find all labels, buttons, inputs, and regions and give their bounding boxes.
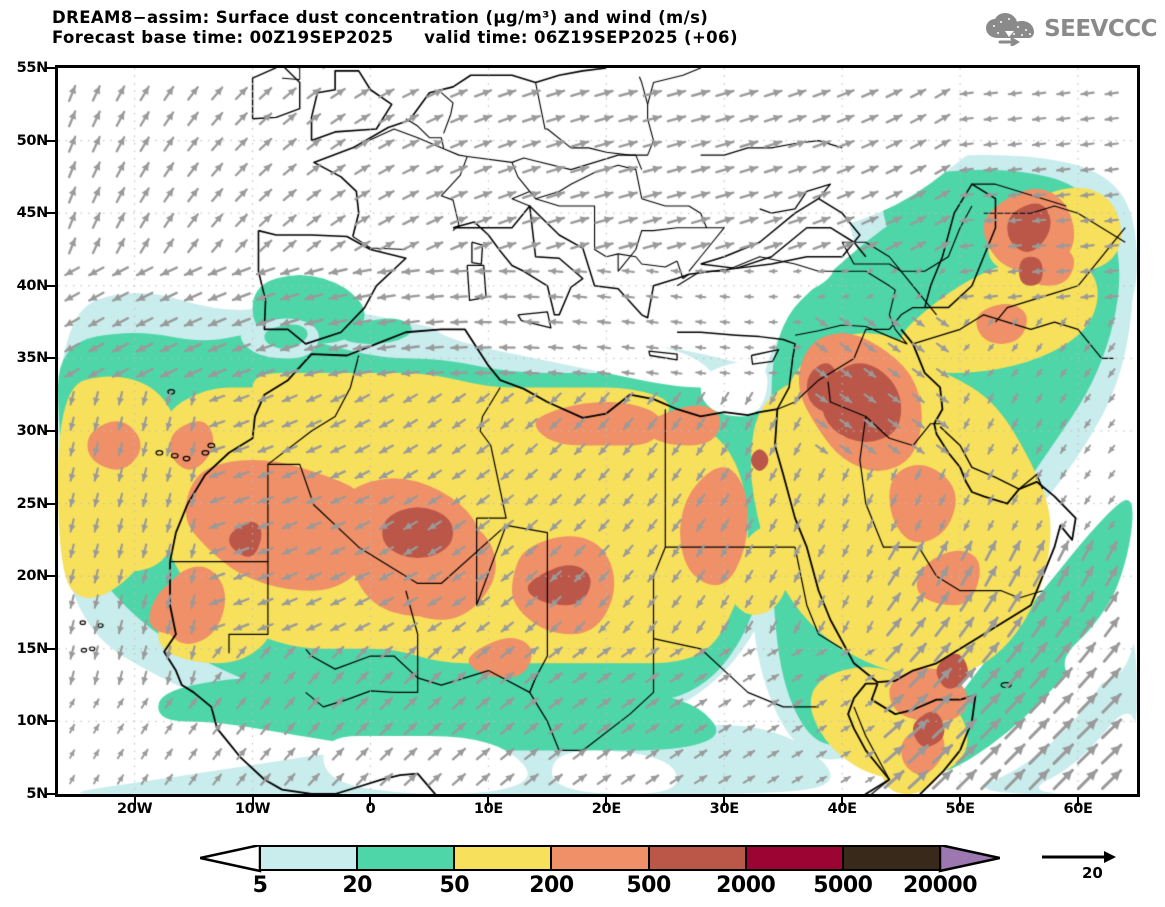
colorbar-segment[interactable] — [551, 845, 649, 871]
lon-tick-label: 30E — [709, 801, 739, 817]
lon-tick-label: 0 — [365, 801, 376, 817]
lat-tick-label: 45N — [16, 205, 49, 222]
lat-tick-label: 20N — [16, 568, 49, 585]
lon-tick-mark — [251, 797, 254, 806]
page-title: DREAM8−assim: Surface dust concentration… — [52, 8, 709, 27]
lat-tick-mark — [46, 575, 55, 578]
colorbar-tick-label: 500 — [626, 873, 671, 898]
lon-tick-mark — [369, 797, 372, 806]
lon-tick-label: 20W — [117, 801, 153, 817]
lat-tick-mark — [46, 212, 55, 215]
lat-tick-mark — [46, 502, 55, 505]
lon-tick-label: 40E — [827, 801, 857, 817]
seevccc-logo: SEEVCCC — [984, 12, 1157, 46]
colorbar-tick-label: 20 — [342, 873, 372, 898]
colorbar-segment[interactable] — [260, 845, 358, 871]
dust-concentration-field — [58, 68, 1137, 794]
lat-tick-mark — [46, 284, 55, 287]
wind-vector-legend: 20 — [1040, 848, 1150, 892]
lat-tick-mark — [46, 793, 55, 795]
forecast-time-subtitle: Forecast base time: 00Z19SEP2025 valid t… — [52, 28, 738, 47]
lon-tick-mark — [605, 797, 608, 806]
lon-tick-mark — [723, 797, 726, 806]
map-title-block: DREAM8−assim: Surface dust concentration… — [52, 8, 1002, 48]
lon-tick-label: 60E — [1063, 801, 1093, 817]
lat-tick-mark — [46, 430, 55, 432]
lon-tick-label: 10W — [234, 801, 271, 817]
colorbar-tick-label: 20000 — [902, 873, 978, 898]
colorbar-tick-label: 5 — [252, 873, 268, 898]
colorbar[interactable]: 5 20 50 200 500 2000 5000 20000 — [200, 845, 1000, 898]
lat-tick-label: 30N — [16, 423, 49, 439]
lat-tick-mark — [46, 647, 55, 650]
map-plot-area[interactable] — [55, 65, 1140, 797]
colorbar-segment[interactable] — [648, 845, 746, 871]
lat-tick-mark — [46, 357, 55, 360]
lon-tick-label: 10E — [473, 801, 503, 817]
colorbar-tick-label: 50 — [439, 873, 470, 898]
lat-tick-label: 55N — [16, 60, 49, 76]
lat-tick-label: 10N — [16, 713, 49, 730]
lat-tick-mark — [46, 139, 55, 142]
lat-tick-label: 25N — [16, 495, 49, 512]
lat-tick-label: 40N — [16, 277, 49, 294]
lat-tick-mark — [46, 720, 55, 723]
lat-tick-label: 5N — [26, 786, 48, 802]
lat-tick-label: 35N — [16, 350, 49, 367]
logo-text: SEEVCCC — [1044, 16, 1157, 42]
lon-tick-mark — [841, 797, 844, 806]
arrow-right-icon — [1042, 851, 1116, 863]
lon-tick-mark — [1077, 797, 1080, 806]
lat-tick-mark — [46, 67, 55, 69]
lon-tick-label: 20E — [591, 801, 621, 817]
colorbar-tick-label: 200 — [529, 873, 574, 898]
wind-legend-value: 20 — [1082, 864, 1103, 882]
lat-tick-label: 50N — [16, 132, 49, 149]
lon-tick-mark — [959, 797, 962, 806]
cloud-icon — [986, 13, 1035, 46]
lon-tick-mark — [487, 797, 490, 806]
colorbar-segment[interactable] — [357, 845, 455, 871]
colorbar-segment[interactable] — [454, 845, 552, 871]
lat-tick-label: 15N — [16, 640, 49, 657]
lon-tick-mark — [133, 797, 136, 806]
colorbar-segment[interactable] — [842, 845, 940, 871]
colorbar-segment[interactable] — [745, 845, 843, 871]
lon-tick-label: 50E — [945, 801, 975, 817]
colorbar-tick-label: 5000 — [813, 873, 873, 898]
colorbar-tick-label: 2000 — [716, 873, 776, 898]
